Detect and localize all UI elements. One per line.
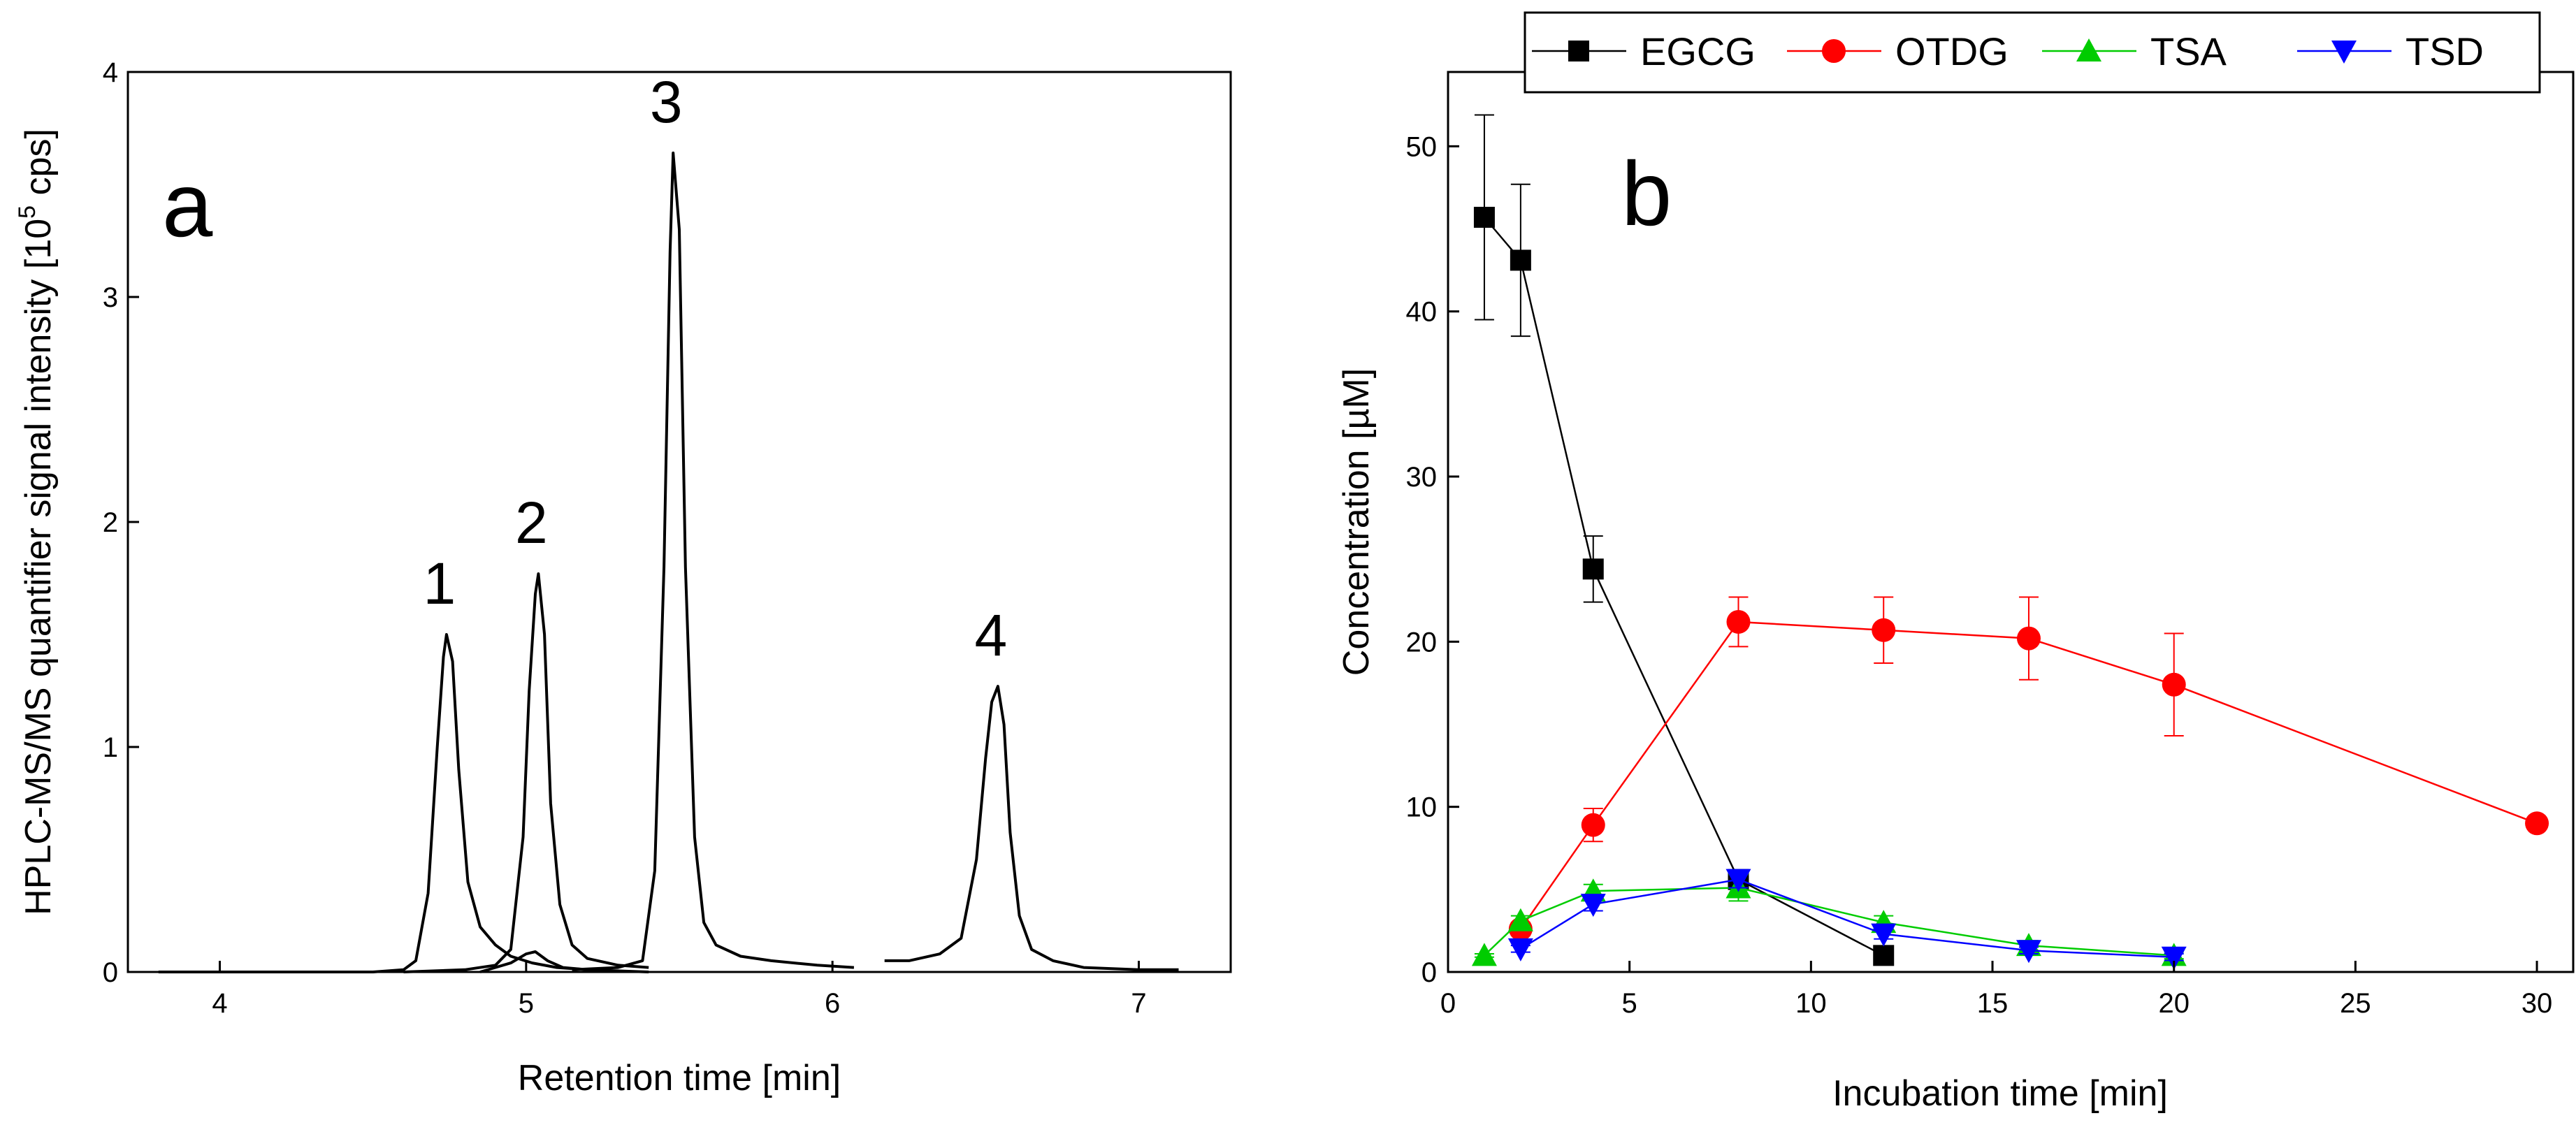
data-point-tsa	[1471, 943, 1497, 966]
peak-label-1: 1	[424, 551, 456, 616]
data-point-egcg	[1473, 206, 1495, 228]
data-point-egcg	[1582, 558, 1604, 580]
concentration-y-axis-title: Concentration [µM]	[1336, 368, 1377, 676]
panel-letter-a: a	[162, 154, 213, 256]
concentration-y-tick-label: 10	[1406, 792, 1438, 823]
peak-labels: 12 3 4	[424, 69, 1008, 668]
peak-label-2: 2	[515, 490, 548, 556]
concentration-x-tick-label: 15	[1977, 988, 2009, 1019]
panel-letter-b: b	[1621, 143, 1672, 245]
data-point-tsa	[1507, 908, 1533, 931]
chromatogram-x-axis-title: Retention time [min]	[518, 1058, 841, 1098]
data-point-egcg	[1510, 249, 1531, 271]
data-point-tsd	[1725, 869, 1751, 892]
legend: EGCG OTDG TSA TSD	[1524, 11, 2541, 94]
chromatogram-traces	[158, 151, 1179, 973]
data-point-egcg	[1873, 945, 1895, 966]
chromatogram-axes-frame	[126, 71, 1232, 973]
legend-marker-egcg	[1568, 41, 1589, 61]
data-point-otdg	[1581, 813, 1605, 837]
chromatogram-x-tick-label: 5	[519, 988, 534, 1019]
legend-box	[1524, 11, 2541, 94]
concentration-x-tick-label: 10	[1795, 988, 1827, 1019]
chromatogram-x-tick-label: 7	[1131, 988, 1146, 1019]
legend-marker-tsa	[2076, 38, 2101, 61]
concentration-y-tick-label: 0	[1421, 957, 1437, 988]
legend-label-otdg: OTDG	[1895, 29, 2009, 73]
concentration-x-tick-label: 20	[2158, 988, 2190, 1019]
chromatogram-trace-1	[158, 633, 588, 973]
series-egcg	[1473, 114, 1895, 966]
chromatogram-y-tick-label: 0	[103, 957, 118, 988]
data-point-otdg	[1872, 618, 1896, 642]
data-point-tsd	[2016, 940, 2041, 964]
series-line-egcg	[1483, 217, 1884, 957]
concentration-x-tick-label: 0	[1440, 988, 1456, 1019]
chromatogram-x-tick-label: 4	[212, 988, 227, 1019]
data-point-otdg	[2525, 811, 2549, 836]
chromatogram-trace-5	[884, 685, 1179, 971]
concentration-y-tick-label: 50	[1406, 131, 1438, 162]
chromatogram-y-tick-label: 2	[103, 507, 118, 538]
concentration-x-tick-label: 25	[2340, 988, 2371, 1019]
concentration-y-tick-label: 40	[1406, 297, 1438, 328]
data-point-otdg	[2016, 626, 2041, 651]
legend-entry-tsd: TSD	[2297, 29, 2484, 73]
chromatogram-trace-2	[403, 572, 649, 973]
chromatogram-y-tick-label: 4	[103, 57, 118, 88]
concentration-series	[1471, 114, 2549, 970]
y-title-exponent: 5	[14, 205, 41, 219]
legend-entry-egcg: EGCG	[1532, 29, 1756, 73]
y-title-main: HPLC-MS/MS quantifier signal intensity […	[18, 219, 59, 915]
concentration-x-tick-label: 5	[1622, 988, 1637, 1019]
data-point-tsd	[2161, 946, 2187, 970]
legend-label-tsd: TSD	[2405, 29, 2484, 73]
chromatogram-trace-4	[572, 151, 855, 971]
peak-label-4: 4	[975, 602, 1008, 668]
series-line-tsd	[1520, 878, 2174, 958]
legend-marker-otdg	[1822, 39, 1846, 63]
legend-label-egcg: EGCG	[1640, 29, 1756, 73]
legend-label-tsa: TSA	[2150, 29, 2227, 73]
concentration-y-tick-label: 30	[1406, 462, 1438, 493]
series-otdg	[1508, 596, 2549, 941]
data-point-tsd	[1580, 894, 1606, 917]
data-point-tsd	[1507, 938, 1533, 961]
chromatogram-x-tick-label: 6	[825, 988, 840, 1019]
chromatogram-y-tick-label: 1	[103, 732, 118, 763]
data-point-otdg	[1726, 609, 1751, 634]
peak-label-3: 3	[650, 69, 683, 135]
legend-entry-tsa: TSA	[2042, 29, 2227, 73]
concentration-x-axis-title: Incubation time [min]	[1832, 1073, 2168, 1114]
concentration-y-tick-label: 20	[1406, 627, 1438, 658]
data-point-tsd	[1871, 923, 1897, 947]
series-tsd	[1507, 869, 2187, 970]
concentration-ticks: 0 5 10 15 20 25 30 0 10 20 30 40 50	[1406, 131, 2553, 1019]
chromatogram-y-axis-title: HPLC-MS/MS quantifier signal intensity […	[14, 129, 59, 915]
data-point-otdg	[2162, 672, 2186, 697]
concentration-panel: 0 5 10 15 20 25 30 0 10 20 30 40 50 b Incubation tim…	[1336, 11, 2575, 1114]
y-title-tail: cps]	[18, 129, 59, 205]
concentration-axes-frame	[1447, 71, 2575, 973]
legend-marker-tsd	[2331, 41, 2357, 64]
legend-entry-otdg: OTDG	[1787, 29, 2009, 73]
chromatogram-y-tick-label: 3	[103, 282, 118, 313]
concentration-x-tick-label: 30	[2521, 988, 2553, 1019]
